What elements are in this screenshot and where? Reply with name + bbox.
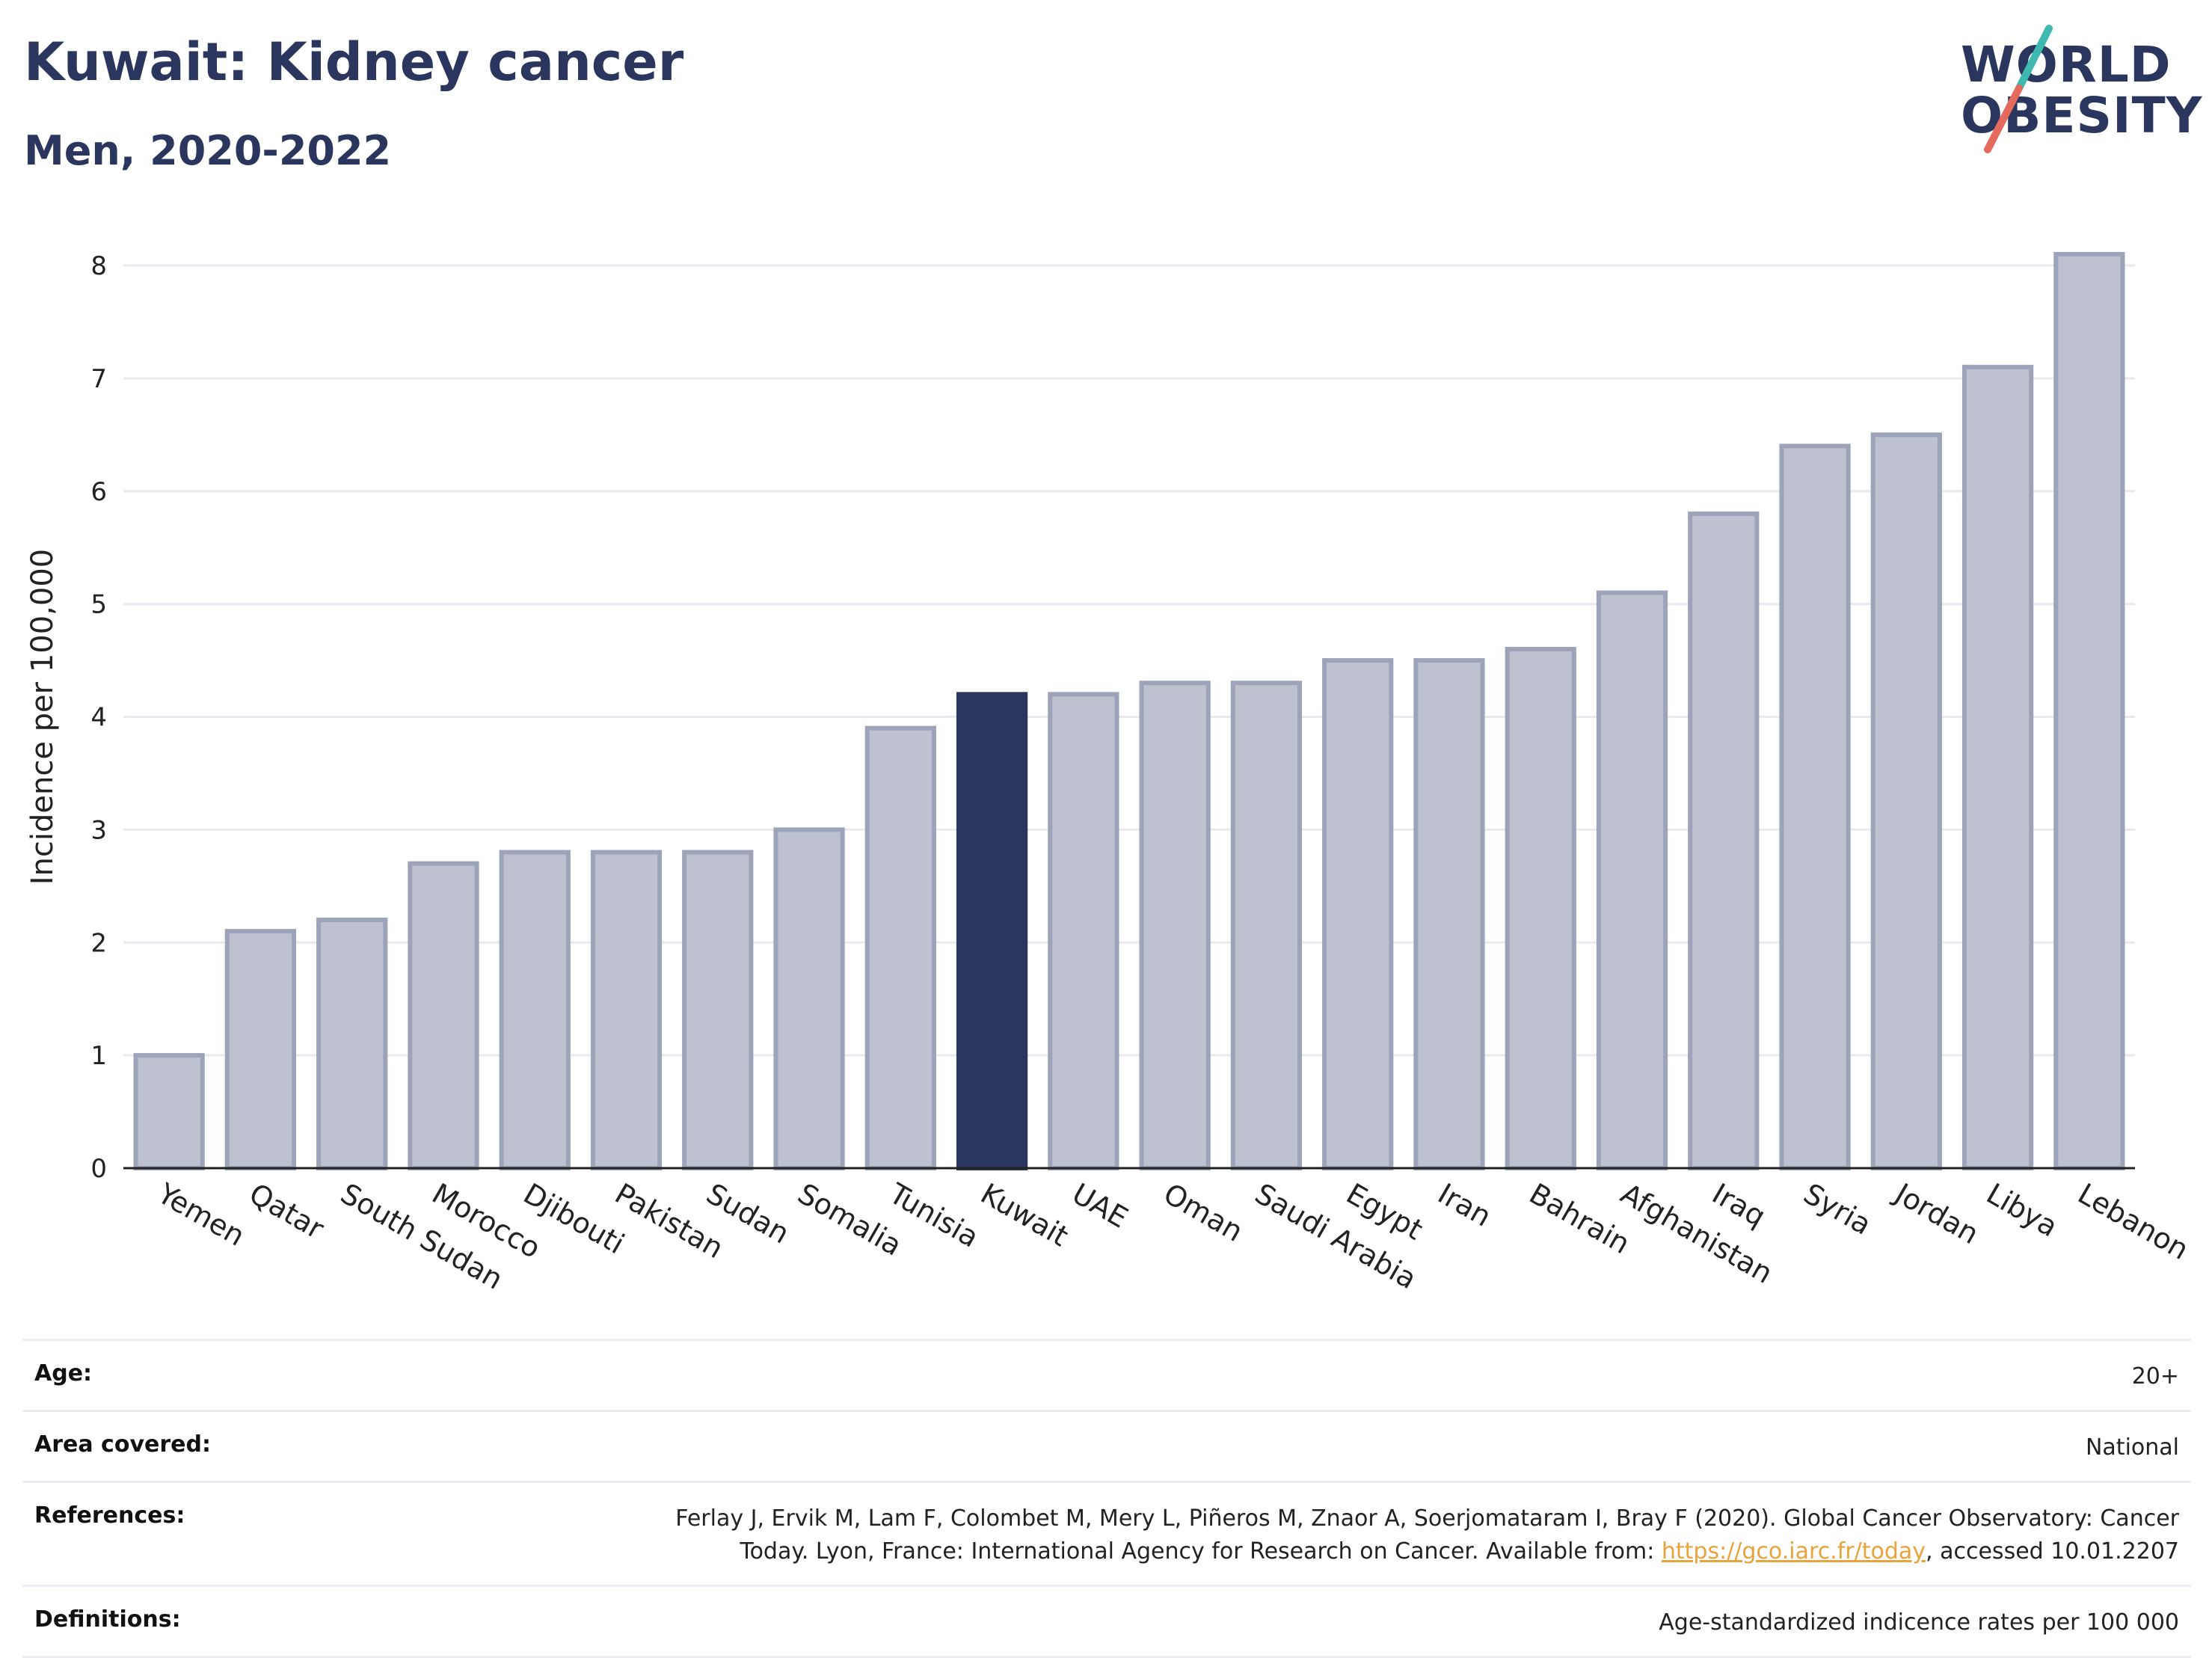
logo-slash-icon [1984, 25, 2053, 153]
y-tick-label: 1 [90, 1041, 107, 1071]
x-tick-label: Iran [1432, 1177, 1496, 1233]
y-tick-label: 3 [90, 815, 107, 845]
bar-lebanon [2053, 251, 2125, 1171]
references-label: References: [34, 1502, 185, 1529]
info-row-age: Age: 20+ [22, 1339, 2191, 1410]
references-value: Ferlay J, Ervik M, Lam F, Colombet M, Me… [603, 1502, 2179, 1568]
bar-oman [1139, 681, 1211, 1170]
x-tick-label: Somalia [793, 1177, 908, 1262]
bar-sudan [682, 850, 754, 1170]
age-value: 20+ [2131, 1363, 2179, 1390]
world-obesity-logo: WORLD OBESITY [1944, 22, 2202, 165]
info-row-definitions: Definitions: Age-standardized indicence … [22, 1585, 2191, 1658]
x-tick-label: Jordan [1888, 1176, 1984, 1251]
bar-somalia [773, 827, 845, 1170]
bar-djibouti [499, 850, 571, 1170]
bar-south-sudan [316, 918, 388, 1170]
bar-kuwait [956, 692, 1028, 1170]
x-tick-label: Yemen [152, 1176, 251, 1253]
y-tick-labels: 0 1 2 3 4 5 6 7 8 [90, 251, 107, 1184]
info-row-area: Area covered: National [22, 1410, 2191, 1481]
x-tick-label: Lebanon [2072, 1177, 2194, 1266]
x-tick-label: Syria [1798, 1177, 1877, 1241]
page-title: Kuwait: Kidney cancer [24, 31, 684, 93]
y-tick-label: 8 [90, 251, 107, 281]
bar-afghanistan [1596, 590, 1668, 1170]
y-axis-title: Incidence per 100,000 [25, 549, 60, 885]
bars [133, 251, 2125, 1171]
bar-jordan [1870, 432, 1942, 1170]
x-tick-label: Qatar [244, 1177, 330, 1246]
y-tick-label: 6 [90, 477, 107, 507]
x-tick-label: Bahrain [1524, 1177, 1635, 1261]
references-suffix: , accessed 10.01.2207 [1926, 1538, 2179, 1565]
bar-libya [1961, 364, 2034, 1171]
area-value: National [2085, 1434, 2179, 1461]
info-row-references: References: Ferlay J, Ervik M, Lam F, Co… [22, 1481, 2191, 1585]
bar-iran [1413, 658, 1485, 1170]
bar-qatar [224, 929, 297, 1170]
x-tick-label: Kuwait [975, 1177, 1074, 1253]
bar-morocco [408, 861, 479, 1170]
y-tick-label: 7 [90, 364, 107, 394]
y-tick-label: 5 [90, 590, 107, 620]
bar-iraq [1688, 511, 1760, 1170]
x-tick-label: Oman [1158, 1177, 1249, 1248]
bar-pakistan [590, 850, 663, 1170]
page-subtitle: Men, 2020-2022 [24, 127, 392, 174]
bar-bahrain [1505, 646, 1576, 1170]
x-tick-label: Iraq [1706, 1177, 1771, 1233]
bar-syria [1779, 443, 1851, 1170]
y-tick-label: 0 [90, 1154, 107, 1184]
definitions-label: Definitions: [34, 1606, 181, 1633]
area-label: Area covered: [34, 1431, 211, 1458]
x-tick-label: Libya [1981, 1177, 2063, 1244]
bar-saudi-arabia [1230, 681, 1303, 1170]
references-link[interactable]: https://gco.iarc.fr/today [1661, 1538, 1926, 1565]
y-tick-label: 2 [90, 928, 107, 958]
references-text: Ferlay J, Ervik M, Lam F, Colombet M, Me… [675, 1505, 2179, 1565]
bar-uae [1048, 692, 1119, 1170]
age-label: Age: [34, 1360, 93, 1387]
bar-egypt [1322, 658, 1394, 1170]
info-table: Age: 20+ Area covered: National Referenc… [22, 1339, 2191, 1658]
bar-tunisia [864, 725, 936, 1170]
x-tick-label: UAE [1066, 1177, 1133, 1235]
y-tick-label: 4 [90, 703, 107, 733]
logo-line1: WORLD [1961, 36, 2172, 93]
bar-yemen [133, 1053, 205, 1170]
definitions-value: Age-standardized indicence rates per 100… [1659, 1609, 2179, 1636]
